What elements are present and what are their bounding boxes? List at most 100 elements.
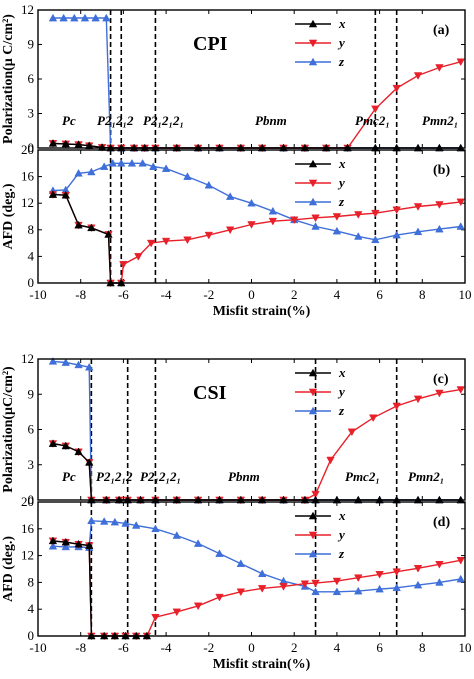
data-point-x <box>48 536 58 545</box>
legend-label-x: x <box>338 508 346 523</box>
data-point-x <box>74 447 83 456</box>
plot-frame <box>37 358 466 501</box>
material-label: CSI <box>193 382 227 404</box>
x-tick-label: -2 <box>203 287 214 302</box>
data-point-y <box>371 105 380 114</box>
legend-label-y: y <box>337 527 345 542</box>
legend-label-x: x <box>338 156 346 171</box>
data-point-z <box>74 168 83 177</box>
data-point-z <box>413 580 423 589</box>
y-tick-label: 12 <box>21 548 34 563</box>
y-tick-label: 0 <box>28 628 35 643</box>
data-point-x <box>61 139 70 148</box>
y-tick-label: 20 <box>21 142 34 157</box>
y-tick-label: 6 <box>28 71 35 86</box>
data-point-x <box>61 190 70 199</box>
x-tick-label: -10 <box>29 640 46 655</box>
data-point-z <box>99 162 109 170</box>
panel-label: (c) <box>433 372 449 387</box>
panel-d: 0 4 8 12 16 20 (d) xyz AFD (deg.) -10 -8 -6 -4 -2 0 2 4 6… <box>1 494 472 672</box>
data-point-y <box>183 236 192 245</box>
panel-label: (a) <box>433 23 450 38</box>
data-point-z <box>354 586 363 595</box>
x-tick-label: 10 <box>459 640 472 655</box>
panel-label: (b) <box>433 163 450 178</box>
x-axis-title: Misfit strain(%) <box>213 657 311 672</box>
y-tick-label: 12 <box>21 2 34 17</box>
data-point-z <box>110 517 120 526</box>
data-point-z <box>151 524 160 533</box>
x-axis-title: Misfit strain(%) <box>213 304 311 319</box>
data-point-z <box>61 358 70 366</box>
data-point-y <box>392 84 401 93</box>
legend-label-x: x <box>338 365 346 380</box>
data-point-z <box>108 158 117 167</box>
legend-marker-y <box>308 531 318 540</box>
data-point-z <box>311 222 320 230</box>
data-point-y <box>413 395 423 404</box>
data-point-y <box>225 226 235 235</box>
y-axis-title: AFD (deg.) <box>1 183 16 249</box>
data-point-y <box>193 602 203 611</box>
series-line-y <box>52 61 461 149</box>
data-point-z <box>59 13 68 22</box>
y-tick-label: 6 <box>28 422 35 437</box>
legend-label-z: z <box>338 546 345 561</box>
data-point-y <box>146 239 156 248</box>
data-point-y <box>456 386 465 394</box>
phase-label: Pbnm <box>228 469 260 484</box>
y-axis-title: AFD (deg.) <box>1 536 16 602</box>
phase-label: P2₁2₁2₁ <box>140 469 181 484</box>
series-line-y <box>52 540 461 637</box>
data-point-y <box>247 221 256 229</box>
x-tick-label: -6 <box>118 640 129 655</box>
data-point-z <box>456 222 465 230</box>
data-point-y <box>368 414 378 423</box>
data-point-y <box>456 557 465 565</box>
legend-marker-x <box>308 159 318 168</box>
y-tick-label: 20 <box>21 494 34 509</box>
panel-b: 0 4 8 12 16 20 (b) xyz AFD (deg.) -10 -8 -6 -4 -2 0 2 4 6… <box>1 142 472 319</box>
data-point-z <box>102 13 111 22</box>
data-point-y <box>413 565 423 573</box>
data-point-z <box>435 224 444 233</box>
y-tick-label: 0 <box>28 275 35 290</box>
material-label: CPI <box>193 33 228 55</box>
data-point-x <box>85 541 94 549</box>
data-point-y <box>119 261 128 269</box>
x-tick-label: 6 <box>376 287 383 302</box>
data-point-y <box>354 211 363 219</box>
y-tick-label: 9 <box>28 386 35 401</box>
series-line-z <box>52 17 461 149</box>
x-tick-label: -4 <box>161 287 172 302</box>
legend-marker-x <box>308 19 318 28</box>
x-tick-label: -8 <box>75 640 86 655</box>
data-point-y <box>375 571 384 579</box>
legend-label-y: y <box>337 35 345 50</box>
data-point-y <box>354 574 363 583</box>
phase-label: P2₁2₁2 <box>96 469 133 484</box>
data-point-y <box>289 216 299 225</box>
data-point-x <box>48 439 58 447</box>
data-point-y <box>332 213 342 221</box>
x-tick-label: -2 <box>203 640 214 655</box>
phase-label: Pc <box>62 113 76 128</box>
data-point-y <box>392 568 401 576</box>
x-tick-label: -8 <box>75 287 86 302</box>
data-point-y <box>413 72 423 80</box>
data-point-y <box>134 253 143 261</box>
data-point-y <box>311 579 320 588</box>
y-tick-label: 12 <box>21 351 34 366</box>
data-point-z <box>204 180 214 189</box>
data-point-x <box>87 223 96 232</box>
x-tick-label: 2 <box>291 640 298 655</box>
data-point-y <box>435 201 444 209</box>
data-point-z <box>117 158 126 167</box>
x-tick-label: 4 <box>334 287 341 302</box>
y-tick-label: 8 <box>28 222 35 237</box>
data-point-z <box>161 164 171 172</box>
phase-label: P2₁2₁2 <box>97 113 134 128</box>
data-point-z <box>91 13 100 22</box>
data-point-y <box>311 490 320 499</box>
data-point-x <box>48 190 58 198</box>
